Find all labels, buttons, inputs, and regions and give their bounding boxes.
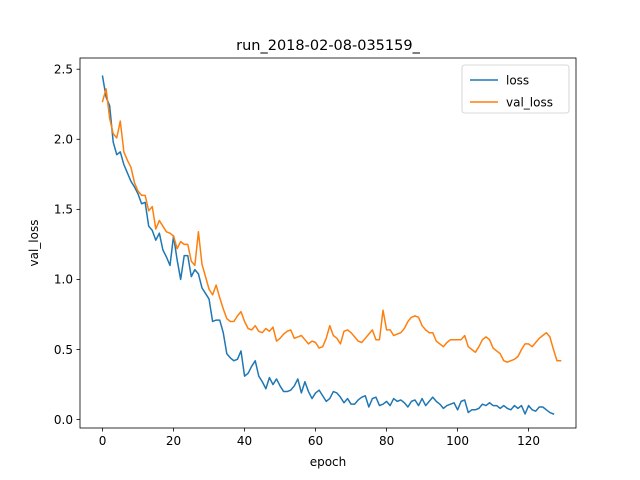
x-tick-label: 0 — [99, 434, 107, 448]
y-tick-label: 1.0 — [54, 273, 73, 287]
x-tick-label: 80 — [379, 434, 394, 448]
legend-label-val-loss: val_loss — [506, 95, 553, 109]
x-tick-label: 60 — [308, 434, 323, 448]
x-tick-label: 100 — [446, 434, 469, 448]
series-line-loss — [101, 75, 555, 415]
x-axis: 0 20 40 60 80 100 120 — [99, 428, 540, 448]
y-tick-label: 1.5 — [54, 203, 73, 217]
y-tick-label: 2.5 — [54, 63, 73, 77]
plot-frame — [79, 57, 577, 429]
y-axis-label: val_loss — [27, 220, 41, 267]
y-tick-label: 2.0 — [54, 133, 73, 147]
y-axis: 0.0 0.5 1.0 1.5 2.0 2.5 — [54, 63, 80, 427]
legend-label-loss: loss — [506, 73, 529, 87]
x-tick-label: 20 — [166, 434, 181, 448]
series-layer — [101, 75, 562, 415]
legend: loss val_loss — [461, 64, 570, 114]
legend-box — [461, 64, 570, 114]
y-tick-label: 0.5 — [54, 343, 73, 357]
y-tick-label: 0.0 — [54, 413, 73, 427]
series-line-val-loss — [101, 88, 562, 363]
x-tick-label: 40 — [237, 434, 252, 448]
chart-title: run_2018-02-08-035159_ — [236, 38, 420, 54]
x-tick-label: 120 — [517, 434, 540, 448]
x-axis-label: epoch — [310, 455, 347, 469]
